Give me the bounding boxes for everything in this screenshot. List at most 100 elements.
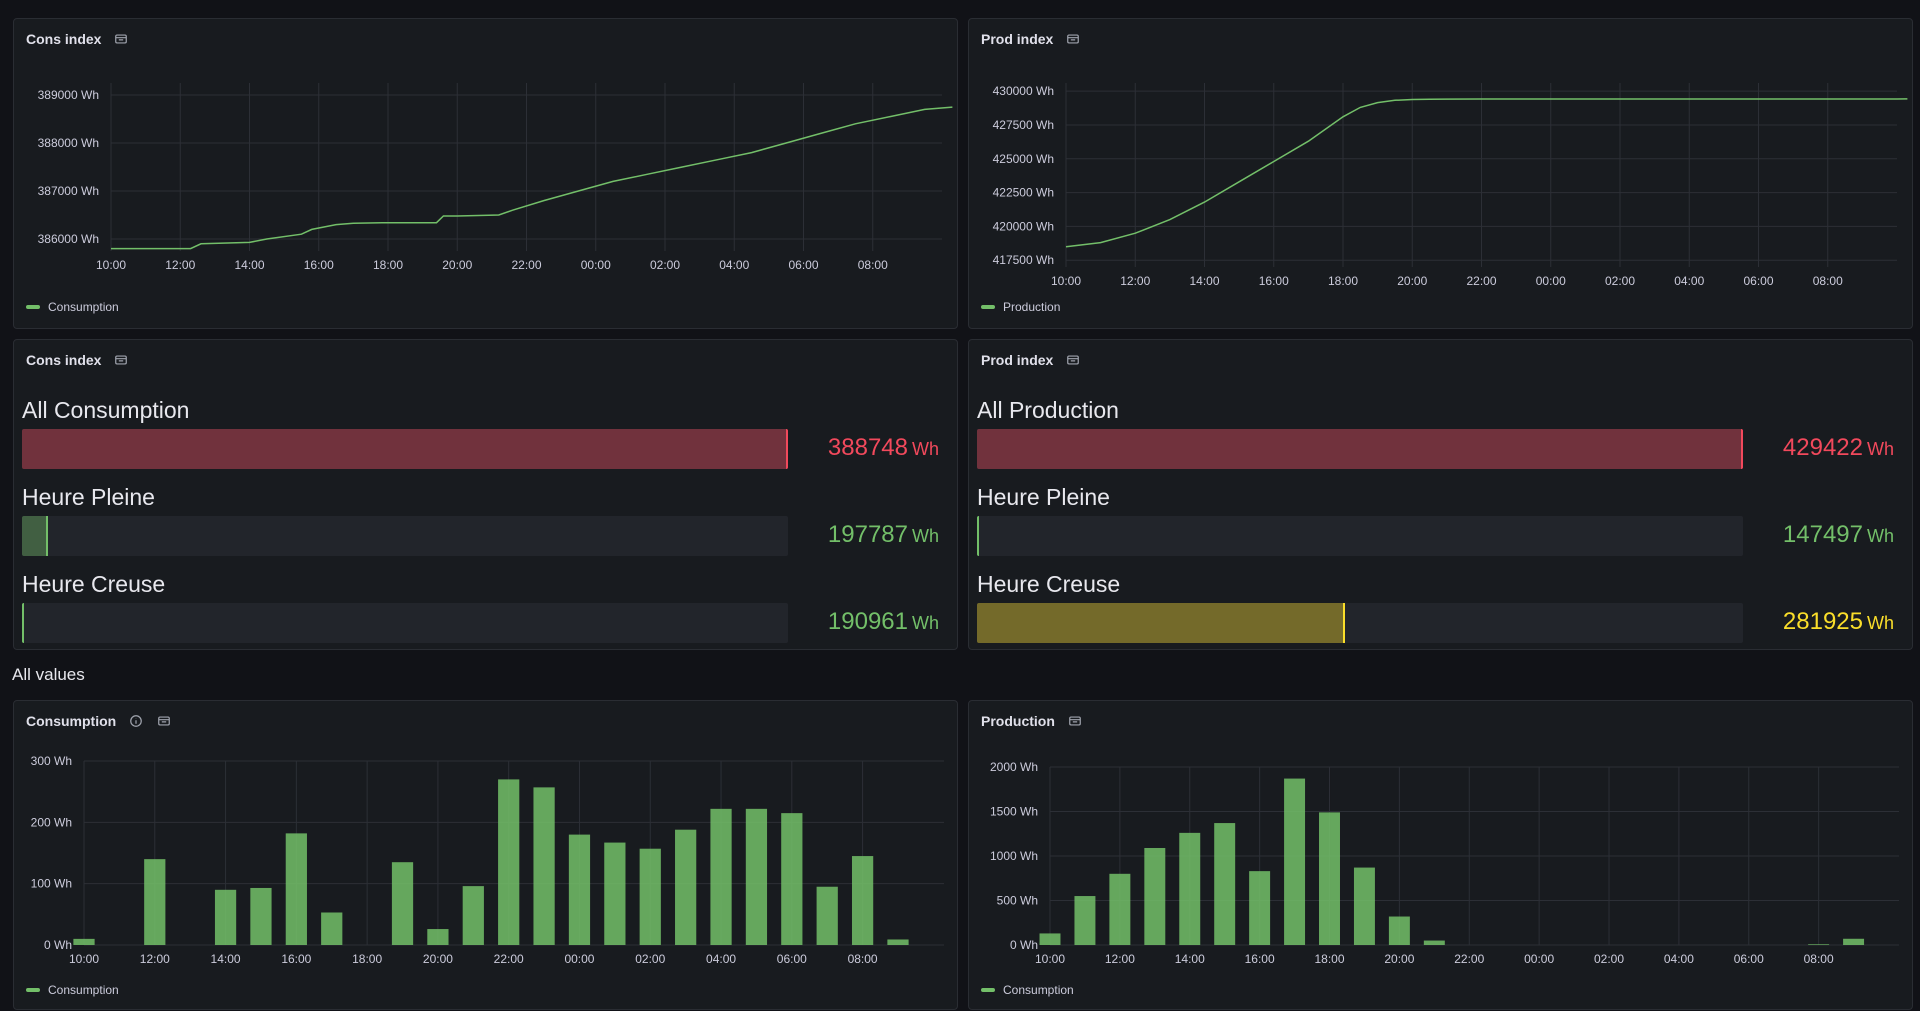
panel-header: Consumption <box>26 711 172 731</box>
dashboard-link-icon[interactable] <box>113 352 129 368</box>
gauge-bar-fill <box>977 429 1743 469</box>
y-tick-label: 0 Wh <box>1010 938 1038 952</box>
bar <box>1144 847 1166 945</box>
y-tick-label: 430000 Wh <box>993 84 1054 98</box>
legend-label: Consumption <box>48 300 119 314</box>
legend[interactable]: Consumption <box>981 983 1074 997</box>
dashboard-link-icon[interactable] <box>156 713 172 729</box>
bar <box>1388 916 1410 945</box>
x-tick-label: 20:00 <box>1397 274 1427 288</box>
production-bar-panel: Production 0 Wh 500 Wh 1000 Wh 1500 Wh 2000 … <box>968 700 1913 1010</box>
legend-label: Production <box>1003 300 1061 314</box>
gauge-value-number: 281925 <box>1782 608 1863 635</box>
gauge-value-number: 388748 <box>827 434 908 461</box>
x-tick-label: 14:00 <box>1189 274 1219 288</box>
y-tick-label: 500 Wh <box>997 894 1038 908</box>
y-tick-label: 100 Wh <box>31 877 72 891</box>
panel-title[interactable]: Prod index <box>981 352 1054 368</box>
y-tick-label: 1000 Wh <box>990 849 1038 863</box>
consumption-bar-chart[interactable]: 0 Wh 100 Wh 200 Wh 300 Wh 10:00 12:00 14:00 16:… <box>14 701 959 1011</box>
bar <box>285 833 307 945</box>
gauge-value-number: 190961 <box>827 608 908 635</box>
x-tick-label: 02:00 <box>1605 274 1635 288</box>
cons-index-gauge-panel: Cons index All Consumption 388748 Wh Heure … <box>13 339 958 650</box>
info-icon[interactable] <box>128 713 144 729</box>
panel-title[interactable]: Cons index <box>26 352 102 368</box>
dashboard-link-icon[interactable] <box>1065 352 1081 368</box>
panel-title[interactable]: Cons index <box>26 31 102 47</box>
y-tick-label: 417500 Wh <box>993 253 1054 267</box>
prod-index-line-panel: Prod index 417500 Wh 420000 Wh 422500 Wh 42… <box>968 18 1913 329</box>
gauge-value-unit: Wh <box>912 613 939 633</box>
bar <box>568 834 591 945</box>
x-tick-label: 10:00 <box>1035 952 1065 966</box>
gauge-value-unit: Wh <box>912 439 939 459</box>
x-tick-label: 14:00 <box>211 952 241 966</box>
x-tick-label: 20:00 <box>442 258 472 272</box>
dashboard-link-icon[interactable] <box>1065 31 1081 47</box>
gauge-bar-value: 190961 Wh <box>828 608 939 636</box>
panel-title[interactable]: Prod index <box>981 31 1054 47</box>
legend-label: Consumption <box>1003 983 1074 997</box>
bar <box>1843 938 1865 945</box>
gauge-bar-track <box>977 429 1743 469</box>
bar <box>745 808 768 945</box>
panel-title[interactable]: Production <box>981 713 1055 729</box>
bar <box>1109 873 1131 945</box>
y-tick-label: 427500 Wh <box>993 118 1054 132</box>
all-values-row-title[interactable]: All values <box>12 665 85 684</box>
x-tick-label: 08:00 <box>1804 952 1834 966</box>
bar <box>639 848 661 945</box>
bar <box>391 862 414 945</box>
x-tick-label: 02:00 <box>635 952 665 966</box>
bar <box>1808 944 1830 945</box>
x-tick-label: 02:00 <box>650 258 680 272</box>
prod-index-line-chart[interactable]: 417500 Wh 420000 Wh 422500 Wh 425000 Wh 4275… <box>969 19 1914 330</box>
legend-swatch <box>26 305 40 309</box>
y-tick-label: 389000 Wh <box>38 88 99 102</box>
gauge-bar-value: 197787 Wh <box>828 521 939 549</box>
bar <box>1214 823 1236 945</box>
x-tick-label: 14:00 <box>234 258 264 272</box>
x-tick-label: 12:00 <box>1120 274 1150 288</box>
x-tick-label: 20:00 <box>423 952 453 966</box>
x-tick-label: 00:00 <box>564 952 594 966</box>
y-tick-label: 300 Wh <box>31 754 72 768</box>
x-tick-label: 18:00 <box>352 952 382 966</box>
x-tick-label: 04:00 <box>719 258 749 272</box>
bar <box>1284 778 1306 945</box>
bar <box>1423 940 1445 945</box>
x-tick-label: 00:00 <box>1524 952 1554 966</box>
dashboard-link-icon[interactable] <box>1067 713 1083 729</box>
y-tick-label: 422500 Wh <box>993 186 1054 200</box>
bar <box>144 859 166 945</box>
bar <box>1074 896 1096 945</box>
x-tick-label: 06:00 <box>777 952 807 966</box>
dashboard-link-icon[interactable] <box>113 31 129 47</box>
legend[interactable]: Production <box>981 300 1060 314</box>
x-tick-label: 18:00 <box>373 258 403 272</box>
y-tick-label: 387000 Wh <box>38 184 99 198</box>
gauge-value-number: 197787 <box>827 521 908 548</box>
y-tick-label: 425000 Wh <box>993 152 1054 166</box>
legend[interactable]: Consumption <box>26 300 119 314</box>
production-bar-chart[interactable]: 0 Wh 500 Wh 1000 Wh 1500 Wh 2000 Wh 10:00 12:0… <box>969 701 1914 1011</box>
gauge-value-unit: Wh <box>912 526 939 546</box>
x-tick-label: 22:00 <box>1454 952 1484 966</box>
x-tick-label: 02:00 <box>1594 952 1624 966</box>
panel-header: Cons index <box>26 350 129 370</box>
y-tick-label: 420000 Wh <box>993 219 1054 233</box>
gauge-row-label: Heure Pleine <box>977 484 1110 510</box>
panel-title[interactable]: Consumption <box>26 713 117 729</box>
bar <box>887 939 909 945</box>
x-tick-label: 06:00 <box>788 258 818 272</box>
x-tick-label: 16:00 <box>1259 274 1289 288</box>
gauge-value-unit: Wh <box>1867 526 1894 546</box>
cons-index-line-chart[interactable]: 386000 Wh 387000 Wh 388000 Wh 389000 Wh 10:0… <box>14 19 959 330</box>
bar <box>73 938 95 945</box>
gauge-bar-fill <box>22 603 24 643</box>
x-tick-label: 10:00 <box>69 952 99 966</box>
gauge-bar-value: 388748 Wh <box>828 434 939 462</box>
legend[interactable]: Consumption <box>26 983 119 997</box>
bar <box>1319 812 1340 945</box>
